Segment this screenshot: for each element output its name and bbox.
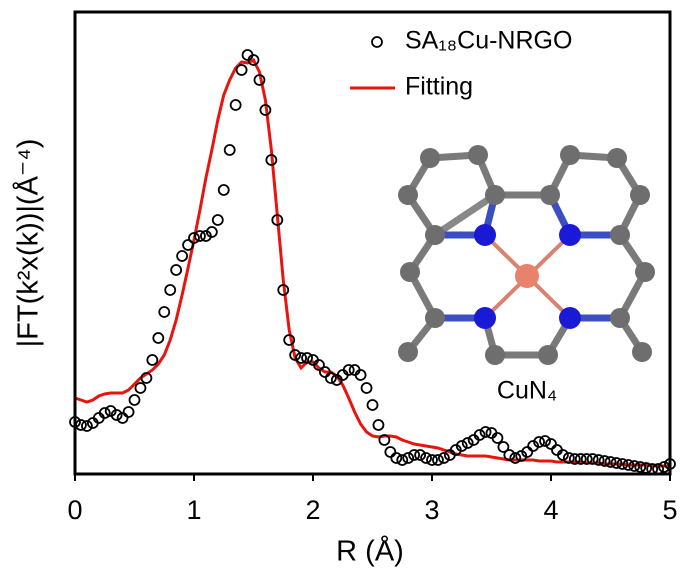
data-point (634, 461, 647, 473)
data-point (217, 184, 230, 196)
data-point (98, 407, 111, 419)
data-point (372, 419, 385, 431)
data-point (479, 426, 492, 438)
data-point (408, 449, 421, 461)
data-point (449, 444, 462, 456)
x-tick-label: 1 (186, 495, 201, 525)
data-point (390, 452, 403, 464)
data-point (188, 232, 200, 244)
data-point (146, 354, 159, 366)
data-point (426, 454, 438, 466)
x-tick-label: 4 (543, 495, 558, 525)
data-point (140, 372, 153, 384)
data-point (295, 352, 308, 364)
data-point (437, 452, 450, 464)
data-point (414, 449, 427, 461)
data-point (360, 382, 373, 394)
data-point (128, 394, 141, 406)
data-point (521, 446, 534, 458)
data-point (313, 359, 325, 371)
data-point (205, 226, 218, 238)
data-point (152, 332, 165, 344)
data-point (396, 454, 409, 466)
data-point (277, 284, 290, 296)
data-point (598, 455, 611, 467)
data-point (539, 435, 551, 447)
data-point (110, 409, 123, 421)
data-point (253, 74, 266, 86)
data-point (211, 214, 224, 226)
fit-line (74, 57, 670, 468)
data-point (515, 450, 528, 462)
legend-label: Fitting (405, 73, 473, 101)
data-point (265, 154, 278, 166)
data-point (116, 412, 129, 424)
data-point (580, 453, 593, 465)
data-point (378, 434, 391, 446)
data-point (622, 459, 635, 471)
data-point (503, 449, 516, 461)
data-point (402, 452, 415, 464)
data-point (301, 352, 313, 364)
legend-label: SA₁₈Cu-NRGO (405, 27, 572, 55)
legend-marker (371, 36, 383, 48)
data-point (562, 452, 575, 464)
data-point (122, 406, 135, 418)
data-point (247, 54, 260, 66)
data-point (527, 440, 540, 452)
data-point (610, 457, 623, 469)
inset-label: CuN₄ (497, 377, 557, 405)
data-point (271, 214, 284, 226)
data-point (194, 230, 206, 242)
data-point (158, 306, 171, 318)
data-point (229, 99, 242, 111)
data-point (384, 446, 397, 458)
data-point (545, 438, 557, 450)
molecule-inset (398, 145, 655, 365)
x-tick-label: 5 (662, 495, 677, 525)
data-point (604, 456, 617, 468)
data-point (289, 349, 302, 361)
x-tick-label: 2 (305, 495, 320, 525)
data-point (104, 405, 117, 417)
data-point (592, 454, 605, 466)
data-point (134, 382, 147, 394)
data-point (283, 334, 296, 346)
data-point (557, 449, 569, 461)
data-point (170, 264, 183, 276)
data-point (223, 144, 236, 156)
data-point (182, 239, 194, 251)
data-point (586, 453, 599, 465)
data-point (461, 437, 474, 449)
data-point (176, 250, 189, 262)
data-point (199, 230, 212, 242)
data-point (164, 284, 177, 296)
x-tick-label: 3 (424, 495, 439, 525)
data-point (420, 452, 432, 464)
x-axis-label: R (Å) (336, 535, 404, 568)
plot-frame (73, 10, 672, 476)
data-point (509, 452, 522, 464)
x-tick-label: 0 (67, 495, 82, 525)
data-point (497, 441, 510, 453)
data-point (366, 399, 379, 411)
data-point (81, 420, 93, 432)
data-point (533, 436, 545, 448)
data-point (473, 429, 486, 441)
data-point (491, 432, 504, 444)
data-point (354, 369, 367, 381)
data-point (259, 104, 272, 116)
data-point (574, 453, 587, 465)
data-point (324, 372, 337, 384)
data-point (455, 440, 468, 452)
data-point (616, 458, 629, 470)
data-point (235, 64, 248, 76)
data-point (342, 364, 355, 376)
data-point (318, 366, 331, 378)
y-axis-label: |FT(k²x(k))|(Å⁻⁴) (12, 139, 45, 348)
data-point (628, 460, 641, 472)
data-point (432, 454, 444, 466)
data-point (568, 453, 581, 465)
